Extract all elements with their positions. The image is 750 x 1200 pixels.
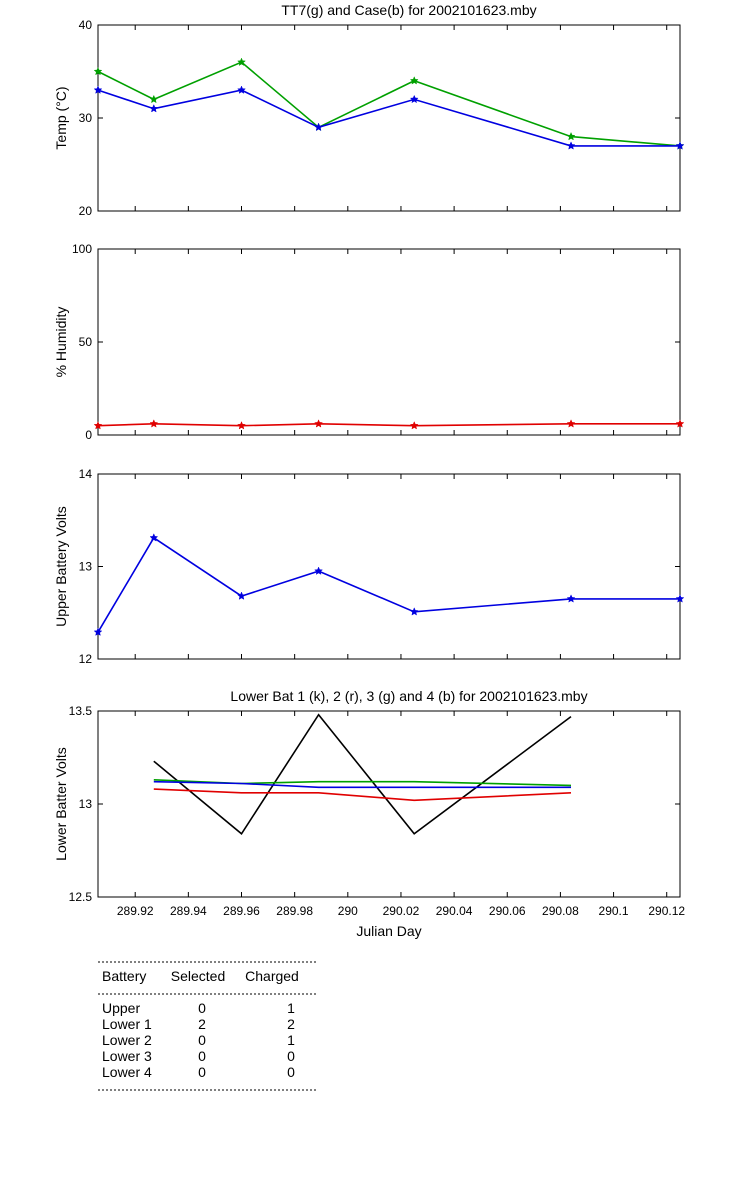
x-tick-label: 289.98 — [276, 904, 313, 918]
data-point — [409, 421, 419, 430]
series-line — [97, 422, 680, 427]
data-point — [566, 594, 576, 603]
table-cell: 0 — [287, 1064, 295, 1080]
y-tick-label: 50 — [79, 335, 93, 349]
table-cell: 2 — [287, 1016, 295, 1032]
data-point — [237, 85, 246, 94]
series-line — [97, 536, 680, 633]
plot-frame — [97, 473, 681, 660]
y-axis-title: Upper Battery Volts — [53, 506, 69, 627]
x-tick-label: 289.96 — [223, 904, 260, 918]
table-cell: Lower 2 — [102, 1032, 152, 1048]
data-point — [675, 141, 685, 150]
data-point — [93, 66, 103, 76]
y-axis-title: % Humidity — [53, 307, 69, 378]
series-line — [97, 61, 681, 147]
y-tick-label: 40 — [79, 18, 93, 32]
chart-panel-2: 0 50 100 % Humidity — [53, 242, 685, 442]
series-line — [153, 713, 572, 835]
data-point — [237, 421, 246, 430]
data-point — [314, 419, 323, 428]
table-header-cell: Charged — [245, 968, 299, 984]
data-point — [149, 94, 159, 104]
data-point — [566, 131, 576, 141]
chart-title: Lower Bat 1 (k), 2 (r), 3 (g) and 4 (b) … — [230, 688, 587, 704]
data-point — [314, 566, 323, 575]
data-point — [93, 421, 103, 430]
chart-title: TT7(g) and Case(b) for 2002101623.mby — [281, 2, 536, 18]
plot-frame — [97, 24, 681, 212]
table-header-cell: Battery — [102, 968, 146, 984]
series-line — [153, 788, 572, 802]
table-cell: 1 — [287, 1032, 295, 1048]
table-cell: 0 — [198, 1064, 206, 1080]
x-tick-label: 289.92 — [117, 904, 154, 918]
data-point — [409, 76, 419, 85]
data-point — [675, 419, 685, 428]
x-tick-label: 290.04 — [436, 904, 473, 918]
y-tick-label: 0 — [85, 428, 92, 442]
x-tick-label: 290.06 — [489, 904, 526, 918]
table-header-cell: Selected — [171, 968, 225, 984]
series-line — [153, 780, 571, 789]
table-cell: Lower 3 — [102, 1048, 152, 1064]
table-cell: Upper — [102, 1000, 140, 1016]
y-tick-label: 12 — [79, 652, 93, 666]
data-point — [149, 104, 159, 113]
data-point — [93, 85, 103, 94]
y-tick-label: 100 — [72, 242, 92, 256]
series-case — [93, 85, 685, 150]
series-humidity — [93, 419, 685, 430]
plot-frame — [97, 248, 681, 436]
data-point — [237, 57, 246, 66]
series-tt7 — [93, 57, 685, 150]
plot-frame — [97, 710, 681, 898]
y-tick-label: 14 — [79, 467, 93, 481]
data-point — [566, 141, 576, 150]
y-tick-label: 12.5 — [69, 890, 93, 904]
table-cell: 0 — [198, 1048, 206, 1064]
x-axis-title: Julian Day — [356, 923, 421, 939]
series-1 — [153, 713, 572, 835]
table-cell: 0 — [198, 1032, 206, 1048]
x-tick-label: 289.94 — [170, 904, 207, 918]
data-point — [566, 419, 576, 428]
x-tick-label: 290.12 — [648, 904, 685, 918]
series-upper — [93, 533, 685, 636]
y-tick-label: 13 — [79, 560, 93, 574]
y-tick-label: 30 — [79, 111, 93, 125]
table-cell: Lower 1 — [102, 1016, 152, 1032]
series-4 — [153, 780, 571, 789]
data-point — [149, 533, 159, 542]
data-point — [409, 94, 419, 104]
x-tick-label: 290.02 — [383, 904, 420, 918]
y-tick-label: 20 — [79, 204, 93, 218]
data-point — [149, 419, 159, 428]
x-tick-label: 290 — [338, 904, 358, 918]
x-tick-label: 290.1 — [599, 904, 629, 918]
table-cell: Lower 4 — [102, 1064, 152, 1080]
y-tick-label: 13 — [79, 797, 93, 811]
chart-panel-3: 12 13 14 Upper Battery Volts — [53, 467, 685, 666]
series-line — [97, 89, 680, 147]
data-point — [237, 591, 246, 600]
y-tick-label: 13.5 — [69, 704, 93, 718]
x-tick-label: 290.08 — [542, 904, 579, 918]
data-point — [314, 122, 323, 132]
data-point — [93, 627, 103, 636]
table-cell: 1 — [287, 1000, 295, 1016]
table-cell: 0 — [287, 1048, 295, 1064]
series-2 — [153, 788, 572, 802]
table-cell: 0 — [198, 1000, 206, 1016]
chart-panel-4: 12.5 13 13.5 289.92 289.94 289.96 289.98 290 290… — [53, 688, 685, 939]
y-axis-title: Temp (°C) — [53, 86, 69, 149]
chart-panel-1: 20 30 40 TT7(g) and Case(b) for 2002101623.… — [53, 2, 685, 218]
data-point — [675, 594, 685, 603]
table-cell: 2 — [198, 1016, 206, 1032]
data-point — [409, 607, 419, 616]
y-axis-title: Lower Batter Volts — [53, 747, 69, 861]
